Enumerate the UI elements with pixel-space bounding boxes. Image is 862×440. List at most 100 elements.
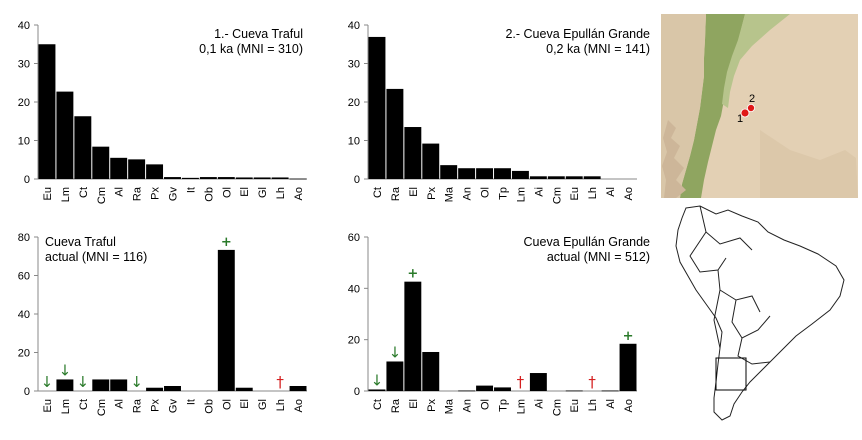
south-america-map (675, 205, 845, 421)
x-tick-label: Ol (221, 187, 233, 198)
bar-el (404, 281, 422, 391)
bar-ai (529, 176, 547, 179)
x-tick-label: Tp (498, 187, 510, 200)
x-tick-label: Cm (96, 187, 108, 204)
bar-lm (511, 170, 529, 179)
marker-decrease-ra: ↓ (130, 373, 143, 391)
bar-ao (289, 178, 307, 180)
marker-decrease-lm: ↓ (59, 361, 72, 379)
country-border (713, 289, 721, 349)
fjord-coast (662, 120, 686, 198)
bar-ma (440, 165, 458, 179)
continent-outline (675, 205, 845, 421)
x-tick-label: Ma (444, 398, 456, 414)
country-border (717, 269, 761, 313)
x-tick-label: Px (150, 187, 162, 200)
x-tick-label: Lh (275, 399, 287, 411)
bar-ol (476, 385, 494, 391)
x-tick-label: Cm (551, 399, 563, 416)
y-tick-label: 0 (354, 386, 360, 398)
bar-al (110, 157, 128, 179)
bar-eu (565, 390, 583, 392)
x-tick-label: Ct (372, 187, 384, 198)
bar-px (422, 143, 440, 179)
bar-gv (164, 177, 181, 179)
marker-extinct-lm: † (517, 373, 525, 391)
bar-an (458, 390, 476, 392)
bar-el (404, 127, 422, 179)
bar-an (458, 168, 476, 179)
x-tick-label: Al (605, 187, 617, 197)
x-tick-label: Ra (390, 398, 402, 413)
y-tick-label: 20 (18, 348, 30, 360)
bar-lh (583, 176, 601, 179)
x-tick-label: Ai (533, 187, 545, 197)
x-tick-label: Eu (42, 187, 54, 200)
bar-gl (253, 177, 271, 179)
x-tick-label: Ao (293, 187, 305, 200)
x-tick-label: Px (150, 399, 162, 412)
bar-ra (386, 361, 404, 391)
chart-subtitle: 0,2 ka (MNI = 141) (546, 42, 650, 56)
y-tick-label: 80 (18, 232, 30, 244)
y-tick-label: 10 (18, 136, 30, 148)
bar-ol (217, 177, 235, 179)
x-tick-label: Ao (623, 187, 635, 200)
bar-ob (199, 177, 217, 179)
x-tick-label: Al (605, 399, 617, 409)
bar-it (181, 177, 199, 179)
y-tick-label: 60 (348, 232, 360, 244)
bar-tp (494, 168, 511, 179)
x-tick-label: Ra (390, 186, 402, 201)
bar-ol (476, 168, 494, 179)
x-tick-label: Ma (444, 186, 456, 202)
marker-decrease-ra: ↓ (389, 343, 402, 361)
x-tick-label: Ol (480, 187, 492, 198)
x-tick-label: Ao (293, 399, 305, 412)
x-tick-label: Lh (587, 187, 599, 199)
y-tick-label: 20 (348, 335, 360, 347)
y-tick-label: 40 (18, 309, 30, 321)
bar-ao (289, 385, 307, 391)
x-tick-label: Cm (96, 399, 108, 416)
x-tick-label: Gv (168, 187, 180, 202)
x-tick-label: Eu (569, 187, 581, 200)
x-tick-label: El (239, 399, 251, 409)
country-border (689, 231, 727, 273)
x-tick-label: Ra (132, 186, 144, 201)
x-tick-label: It (185, 187, 197, 193)
x-tick-label: Lh (275, 187, 287, 199)
y-tick-label: 30 (18, 59, 30, 71)
bar-eu (38, 44, 56, 179)
study-area-box (715, 357, 747, 391)
bar-el (235, 387, 253, 391)
x-tick-label: Ct (78, 187, 90, 198)
y-tick-label: 40 (348, 20, 360, 32)
bar-lh (271, 177, 289, 179)
bar-al (110, 379, 128, 391)
bar-ao (619, 343, 637, 391)
bar-ra (128, 159, 146, 179)
bar-cm (92, 379, 110, 391)
bar-tp (494, 387, 511, 391)
bar-lm (56, 91, 74, 179)
x-tick-label: El (408, 187, 420, 197)
bar-cm (547, 176, 565, 179)
x-tick-label: Gl (257, 187, 269, 198)
y-tick-label: 20 (348, 97, 360, 109)
x-tick-label: Al (114, 187, 126, 197)
x-tick-label: El (239, 187, 251, 197)
x-tick-label: Gl (257, 399, 269, 410)
bar-ct (74, 116, 92, 179)
andes-foothills (722, 14, 790, 108)
bar-gv (164, 385, 181, 391)
site-2-dot (747, 104, 756, 113)
x-tick-label: Eu (42, 399, 54, 412)
marker-increase-el: + (407, 267, 418, 282)
y-tick-label: 0 (24, 386, 30, 398)
y-tick-label: 20 (18, 97, 30, 109)
y-tick-label: 40 (348, 283, 360, 295)
site-1-dot (740, 108, 750, 118)
y-tick-label: 40 (18, 20, 30, 32)
marker-extinct-lh: † (588, 373, 596, 391)
